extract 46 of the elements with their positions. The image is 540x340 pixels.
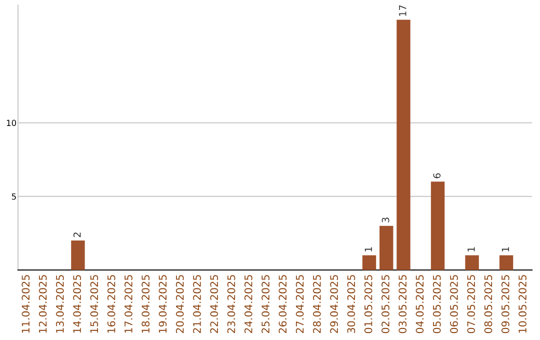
x-tick-label: 25.04.2025 bbox=[262, 275, 270, 334]
bar bbox=[71, 240, 85, 270]
x-tick-label: 04.05.2025 bbox=[416, 275, 424, 334]
x-tick-label: 24.04.2025 bbox=[244, 275, 252, 334]
data-label: 2 bbox=[73, 232, 81, 238]
x-tick-label: 09.05.2025 bbox=[501, 275, 510, 334]
x-tick-label: 27.04.2025 bbox=[296, 275, 304, 334]
x-tick-label: 06.05.2025 bbox=[450, 275, 458, 334]
x-tick-label: 05.05.2025 bbox=[432, 275, 441, 334]
x-tick-label: 16.04.2025 bbox=[107, 275, 116, 333]
x-tick-label: 20.04.2025 bbox=[176, 275, 184, 334]
bar bbox=[362, 255, 376, 270]
bar bbox=[396, 20, 410, 270]
bar bbox=[499, 255, 514, 270]
x-tick-label: 18.04.2025 bbox=[142, 275, 150, 333]
data-label: 6 bbox=[433, 173, 441, 178]
x-tick-label: 26.04.2025 bbox=[278, 275, 287, 334]
x-tick-label: 08.05.2025 bbox=[484, 275, 492, 334]
x-tick-label: 15.04.2025 bbox=[90, 275, 98, 333]
x-tick-label: 17.04.2025 bbox=[124, 275, 132, 333]
bar bbox=[465, 255, 479, 270]
x-tick-label: 11.04.2025 bbox=[22, 275, 30, 333]
x-tick-label: 12.04.2025 bbox=[38, 275, 47, 333]
y-tick-label: 5 bbox=[12, 193, 16, 200]
x-tick-label: 03.05.2025 bbox=[398, 275, 407, 334]
x-tick-label: 10.05.2025 bbox=[518, 275, 526, 333]
bar bbox=[430, 182, 445, 270]
data-label: 1 bbox=[502, 247, 509, 252]
x-tick-label: 13.04.2025 bbox=[56, 275, 64, 333]
x-tick-label: 30.04.2025 bbox=[347, 275, 356, 334]
x-tick-label: 22.04.2025 bbox=[210, 275, 218, 334]
x-tick-label: 21.04.2025 bbox=[193, 275, 201, 334]
bar bbox=[380, 226, 394, 270]
data-label: 1 bbox=[468, 247, 475, 252]
y-tick-label: 10 bbox=[6, 120, 16, 126]
x-tick-label: 19.04.2025 bbox=[158, 275, 167, 333]
x-tick-label: 14.04.2025 bbox=[73, 275, 81, 333]
x-tick-label: 02.05.2025 bbox=[382, 275, 390, 334]
x-tick-label: 07.05.2025 bbox=[467, 275, 476, 334]
x-tick-label: 29.04.2025 bbox=[330, 275, 338, 334]
x-tick-label: 28.04.2025 bbox=[312, 275, 321, 334]
x-tick-label: 01.05.2025 bbox=[364, 275, 372, 334]
x-tick-label: 23.04.2025 bbox=[227, 275, 236, 334]
data-label: 17 bbox=[399, 5, 406, 16]
data-label: 1 bbox=[364, 247, 372, 252]
data-label: 3 bbox=[382, 218, 390, 222]
